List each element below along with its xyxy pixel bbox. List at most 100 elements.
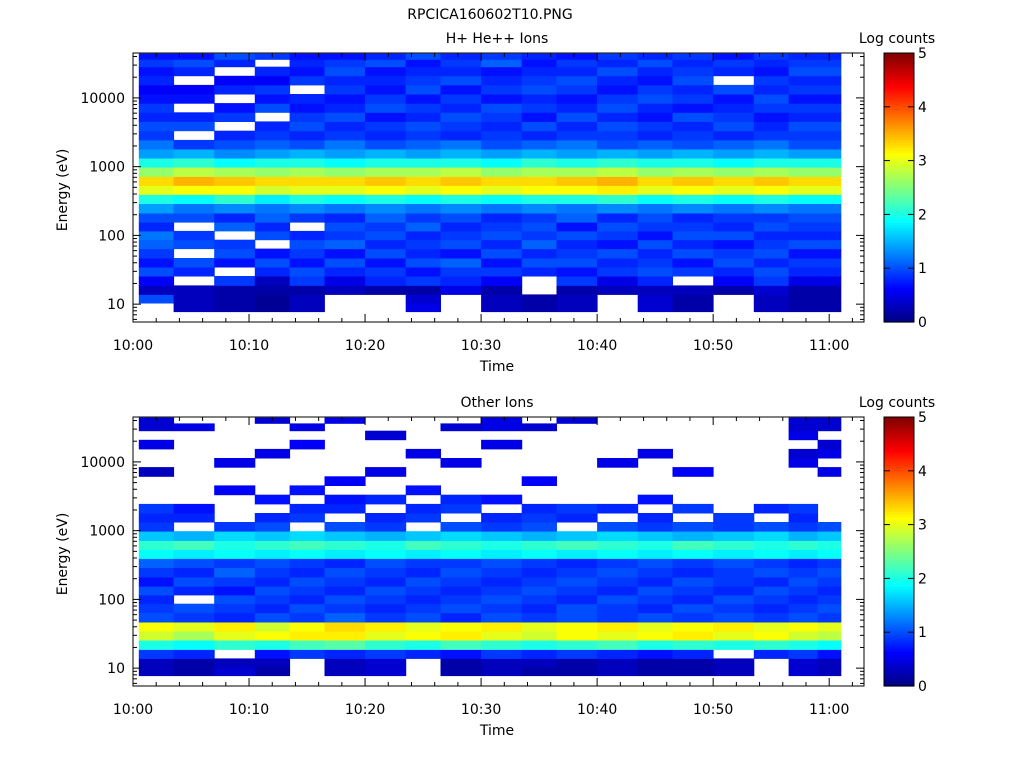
colorbar-segment [884, 136, 914, 140]
heatmap-cell [289, 230, 325, 241]
colorbar-segment [884, 152, 914, 156]
heatmap-cell [597, 239, 639, 250]
heatmap-cell [481, 112, 523, 122]
colorbar-segment [884, 319, 914, 323]
heatmap-cell [365, 640, 407, 650]
colorbar-segment [884, 621, 914, 625]
heatmap-cell [254, 258, 291, 268]
heatmap-cell [138, 558, 175, 568]
heatmap-cell [597, 66, 639, 77]
heatmap-cell [556, 558, 598, 568]
heatmap-cell [788, 185, 819, 195]
colorbar-segment [884, 106, 914, 111]
colorbar-segment [884, 55, 914, 59]
colorbar-segment [884, 497, 914, 501]
colorbar-segment [884, 289, 914, 294]
heatmap-cell [289, 103, 325, 113]
heatmap-cell [365, 586, 407, 596]
heatmap-cell [556, 230, 598, 241]
heatmap-cell [556, 203, 598, 214]
heatmap-cell [672, 139, 714, 150]
heatmap-cell [521, 139, 557, 150]
colorbar-segment [884, 276, 914, 280]
x-axis-label: Time [479, 359, 514, 375]
heatmap-cell [254, 667, 291, 677]
heatmap-cell [405, 59, 441, 68]
heatmap-cell [440, 94, 482, 104]
heatmap-cell [753, 149, 790, 159]
heatmap-cell [637, 631, 673, 641]
heatmap-cell [214, 53, 256, 60]
heatmap-cell [788, 158, 819, 168]
heatmap-cell [289, 130, 325, 141]
colorbar-segment [884, 521, 914, 526]
heatmap-cell [672, 567, 714, 578]
colorbar-tick-label: 2 [918, 571, 927, 587]
heatmap-cell [556, 594, 598, 605]
heatmap-cell [405, 158, 441, 168]
heatmap-cell [481, 522, 523, 532]
heatmap-cell [289, 176, 325, 186]
heatmap-cell [672, 75, 714, 86]
colorbar-segment [884, 435, 914, 440]
heatmap-cell [597, 276, 639, 286]
heatmap-cell [254, 658, 291, 668]
heatmap-cell [324, 622, 366, 632]
heatmap-cell [637, 294, 673, 304]
heatmap-cell [788, 139, 819, 150]
heatmap-cell [481, 258, 523, 268]
heatmap-cell [481, 167, 523, 177]
heatmap-cell [138, 285, 175, 295]
heatmap-cell [597, 212, 639, 223]
heatmap-cell [173, 631, 215, 641]
heatmap-cell [254, 84, 291, 95]
heatmap-cell [173, 185, 215, 195]
heatmap-cell [324, 84, 366, 95]
heatmap-cell [672, 267, 714, 277]
heatmap-cell [788, 503, 819, 514]
heatmap-cell [365, 576, 407, 587]
colorbar-segment [884, 465, 914, 469]
colorbar-segment [884, 605, 914, 609]
heatmap-cell [672, 53, 714, 60]
colorbar-segment [884, 246, 914, 250]
heatmap-cell [138, 276, 175, 286]
heatmap-cell [365, 567, 407, 578]
heatmap-cell [440, 121, 482, 132]
heatmap-cell [440, 285, 482, 295]
heatmap-cell [254, 194, 291, 204]
heatmap-cell [788, 522, 819, 532]
colorbar-segment [884, 661, 914, 666]
x-tick-label: 10:30 [461, 702, 501, 718]
colorbar-segment [884, 460, 914, 464]
heatmap-cell [365, 121, 407, 132]
heatmap-cell [521, 267, 557, 277]
heatmap-cell [365, 603, 407, 614]
heatmap-cell [214, 658, 256, 668]
heatmap-cell [254, 603, 291, 614]
heatmap-cell [138, 75, 175, 86]
heatmap-cell [672, 558, 714, 568]
heatmap-cell [289, 503, 325, 514]
heatmap-cell [440, 594, 482, 605]
heatmap-cell [289, 212, 325, 223]
heatmap-cell [440, 66, 482, 77]
colorbar-segment [884, 284, 914, 288]
heatmap-cell [289, 576, 325, 587]
heatmap-cell [365, 430, 407, 441]
x-tick-label: 10:40 [577, 702, 617, 718]
heatmap-cell [713, 185, 755, 195]
heatmap-cell [173, 84, 215, 95]
colorbar-segment [884, 599, 914, 604]
heatmap-cell [521, 594, 557, 605]
heatmap-cell [324, 667, 366, 677]
heatmap-cell [214, 531, 256, 541]
heatmap-cell [556, 212, 598, 223]
heatmap-cell [817, 667, 842, 677]
heatmap-cell [405, 276, 441, 286]
heatmap-cell [365, 103, 407, 113]
heatmap-cell [481, 294, 523, 304]
heatmap-cell [405, 194, 441, 204]
heatmap-cell [817, 94, 842, 104]
heatmap-cell [324, 230, 366, 241]
